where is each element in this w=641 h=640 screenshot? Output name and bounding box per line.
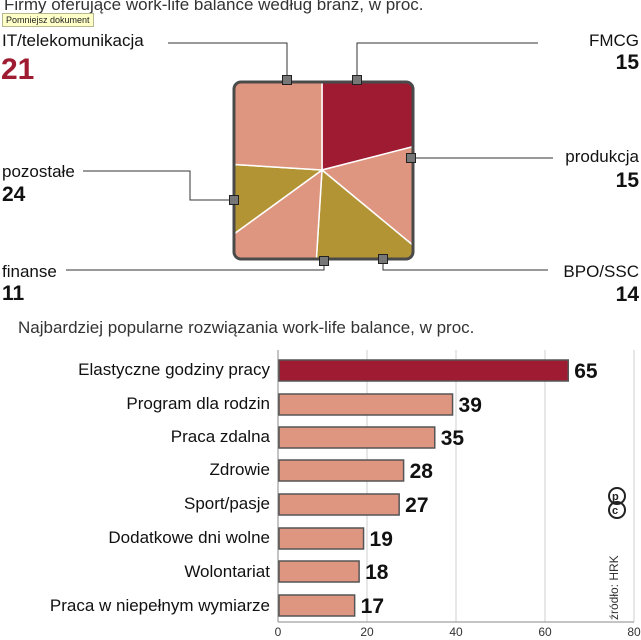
pie-leader-marker [406, 153, 416, 163]
bar-value-label: 27 [405, 494, 428, 517]
bar [278, 393, 454, 416]
zoom-out-tooltip[interactable]: Pomniejsz dokument [2, 13, 94, 27]
source-note: źródło: HRK [607, 555, 621, 620]
bar-value-label: 19 [370, 528, 393, 551]
bar [278, 426, 436, 449]
pie-value-bpo: 14 [615, 283, 639, 306]
bar-label: Elastyczne godziny pracy [78, 360, 270, 379]
bar [278, 594, 356, 617]
pie-leader-marker [378, 254, 388, 264]
bar-label: Praca zdalna [170, 427, 270, 446]
x-tick-label: 40 [449, 625, 463, 639]
pie-label-finanse: finanse [2, 262, 57, 281]
pie-slice [234, 82, 323, 171]
bar-value-label: 28 [410, 460, 434, 483]
pie-value-pozostale: 24 [2, 183, 26, 206]
bar-label: Zdrowie [209, 460, 270, 479]
pie-leader-line [83, 170, 234, 201]
pie-value-fmcg: 15 [615, 51, 639, 74]
bar-label: Wolontariat [184, 562, 270, 581]
pie-leader-marker [282, 75, 292, 85]
pie-leader-marker [352, 75, 362, 85]
bar-label: Dodatkowe dni wolne [108, 528, 270, 547]
bar [278, 459, 405, 482]
pie-label-fmcg: FMCG [588, 31, 639, 50]
x-tick-label: 0 [275, 625, 282, 639]
bar-label: Praca w niepełnym wymiarze [49, 596, 270, 615]
bar-value-label: 17 [361, 595, 384, 618]
pie-value-produkcja: 15 [615, 169, 639, 192]
bar-value-label: 35 [441, 427, 465, 450]
x-tick-label: 80 [627, 625, 641, 639]
pie-label-bpo: BPO/SSC [563, 262, 639, 281]
bar-value-label: 65 [574, 360, 598, 383]
pie-leader-line [66, 261, 325, 271]
pie-leader-marker [229, 195, 239, 205]
pie-chart-title: Firmy oferujące work-life balance według… [4, 0, 424, 14]
pie-value-it: 21 [1, 53, 35, 86]
x-tick-label: 60 [538, 625, 552, 639]
bar [278, 359, 569, 382]
publisher-logo: cp [608, 487, 626, 519]
bar [278, 493, 400, 516]
bar-value-label: 18 [365, 561, 389, 584]
pie-label-pozostale: pozostałe [2, 162, 75, 181]
pie-leader-line [382, 259, 548, 271]
bar [278, 527, 365, 550]
pie-label-it: IT/telekomunikacja [2, 31, 144, 50]
pie-label-produkcja: produkcja [565, 147, 639, 166]
bar-chart-title: Najbardziej popularne rozwiązania work-l… [18, 318, 475, 337]
bar-label: Sport/pasje [184, 494, 270, 513]
bar-label: Program dla rodzin [126, 394, 270, 413]
bar-value-label: 39 [459, 394, 482, 417]
pie-slice [321, 82, 413, 171]
pie-leader-marker [319, 256, 329, 266]
x-tick-label: 20 [360, 625, 374, 639]
svg-text:p: p [612, 491, 619, 503]
pie-leader-line [168, 42, 288, 80]
bar [278, 560, 360, 583]
pie-value-finanse: 11 [2, 282, 25, 305]
pie-leader-line [356, 42, 538, 80]
svg-text:c: c [612, 505, 618, 517]
